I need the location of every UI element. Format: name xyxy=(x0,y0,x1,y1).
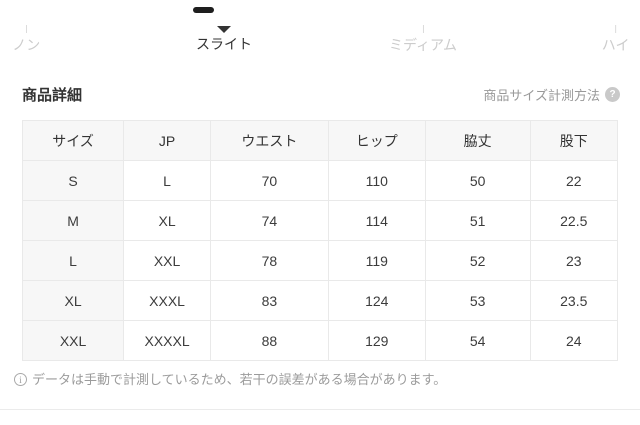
fit-scale-option-label: スライト xyxy=(196,36,252,52)
size-table-cell: 119 xyxy=(327,240,426,281)
bottom-divider xyxy=(0,409,640,410)
size-table-row: M XL 74 114 51 22.5 xyxy=(21,200,618,241)
footnote: i データは手動で計測しているため、若干の誤差がある場合があります。 xyxy=(14,371,626,388)
size-table-row: S L 70 110 50 22 xyxy=(21,160,618,201)
size-measure-link[interactable]: 商品サイズ計測方法 ? xyxy=(483,85,620,104)
size-table-cell: 23.5 xyxy=(529,280,618,321)
fit-scale-option-label: ノン xyxy=(12,37,41,53)
size-table-cell: 52 xyxy=(424,240,531,281)
size-table-cell: 78 xyxy=(210,240,329,281)
size-measure-link-label: 商品サイズ計測方法 xyxy=(483,88,600,103)
size-table-cell: S xyxy=(21,160,125,201)
scale-tick xyxy=(615,25,617,33)
size-table-cell: 53 xyxy=(424,280,531,321)
section-header: 商品詳細 商品サイズ計測方法 ? xyxy=(22,84,620,105)
size-table-cell: 54 xyxy=(424,320,531,361)
scale-tick xyxy=(25,25,27,33)
fit-scale-option: ハイ xyxy=(602,24,630,54)
info-icon: i xyxy=(14,373,27,386)
size-table-header-cell: ヒップ xyxy=(327,120,426,161)
size-table-cell: 70 xyxy=(210,160,329,201)
size-table-cell: 50 xyxy=(424,160,531,201)
footnote-text: データは手動で計測しているため、若干の誤差がある場合があります。 xyxy=(32,372,447,387)
size-table-cell: XL xyxy=(21,280,125,321)
size-table-header-cell: 股下 xyxy=(529,120,618,161)
size-table-cell: 124 xyxy=(327,280,426,321)
size-table-cell: 129 xyxy=(327,320,426,361)
size-table: サイズ JP ウエスト ヒップ 脇丈 股下 S L 70 110 50 22 M XL 74 114 51 22… xyxy=(21,120,618,361)
size-table-cell: 83 xyxy=(210,280,329,321)
size-table-row: XXL XXXXL 88 129 54 24 xyxy=(21,320,618,361)
page-title: 商品詳細 xyxy=(22,87,83,104)
help-icon[interactable]: ? xyxy=(605,87,620,102)
size-table-row: XL XXXL 83 124 53 23.5 xyxy=(21,280,618,321)
size-table-cell: 88 xyxy=(210,320,329,361)
fit-scale-option: ミディアム xyxy=(389,24,457,54)
slider-thumb-partial xyxy=(193,7,214,13)
size-table-cell: L xyxy=(123,160,211,201)
size-table-cell: XL xyxy=(123,200,211,241)
size-table-head: サイズ JP ウエスト ヒップ 脇丈 股下 xyxy=(21,120,618,161)
size-table-body: S L 70 110 50 22 M XL 74 114 51 22.5 L XXL 78 119 52 23 XL… xyxy=(21,160,618,361)
size-table-cell: 74 xyxy=(210,200,329,241)
size-table-cell: 24 xyxy=(529,320,618,361)
size-table-cell: XXXL xyxy=(123,280,211,321)
size-table-header-cell: JP xyxy=(123,120,211,161)
size-table-row: L XXL 78 119 52 23 xyxy=(21,240,618,281)
size-table-cell: 22.5 xyxy=(529,200,618,241)
size-table-cell: 23 xyxy=(529,240,618,281)
scale-tick xyxy=(422,25,424,33)
size-table-cell: L xyxy=(21,240,125,281)
fit-scale-option: ノン xyxy=(12,24,40,54)
size-table-cell: 51 xyxy=(424,200,531,241)
fit-scale: ノン スライト ミディアム ハイ xyxy=(0,0,640,62)
size-table-cell: XXL xyxy=(123,240,211,281)
caret-down-icon xyxy=(217,26,231,33)
size-table-header-cell: サイズ xyxy=(21,120,125,161)
size-table-header-cell: ウエスト xyxy=(210,120,329,161)
size-table-cell: 22 xyxy=(529,160,618,201)
size-table-cell: 114 xyxy=(327,200,426,241)
size-table-cell: XXL xyxy=(21,320,125,361)
size-table-cell: 110 xyxy=(327,160,426,201)
size-table-cell: M xyxy=(21,200,125,241)
size-table-header-row: サイズ JP ウエスト ヒップ 脇丈 股下 xyxy=(21,120,618,161)
size-table-cell: XXXXL xyxy=(123,320,211,361)
fit-scale-option: スライト xyxy=(196,24,252,53)
fit-scale-option-label: ハイ xyxy=(601,37,630,53)
fit-scale-option-label: ミディアム xyxy=(389,37,458,53)
size-table-header-cell: 脇丈 xyxy=(424,120,531,161)
